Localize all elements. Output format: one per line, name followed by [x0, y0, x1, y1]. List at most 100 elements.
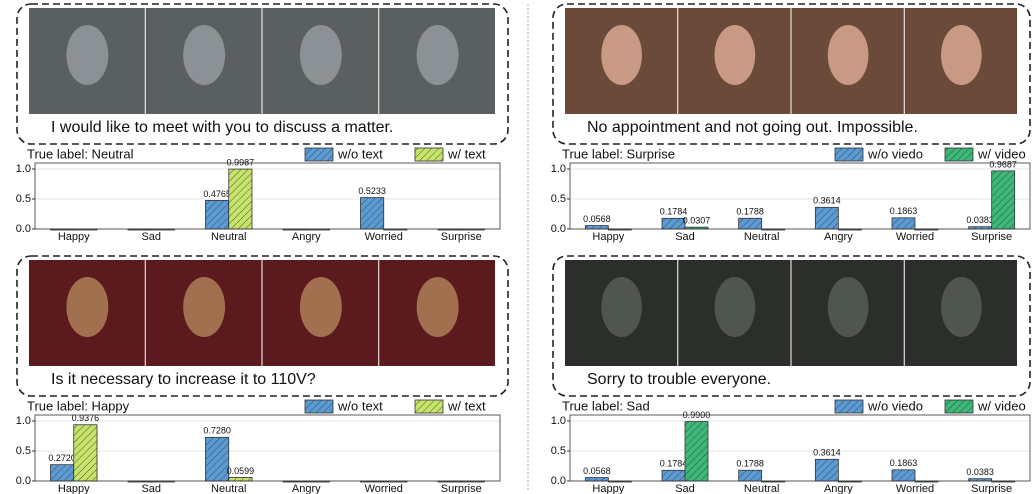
bar	[228, 168, 253, 230]
x-tick-label: Happy	[592, 231, 624, 243]
video-subject	[66, 277, 109, 337]
x-tick-label: Sad	[675, 231, 695, 243]
y-tick-label: 0.5	[16, 193, 31, 205]
x-tick-label: Surprise	[971, 231, 1012, 243]
x-tick-label: Worried	[896, 483, 934, 494]
value-label: 0.7280	[203, 426, 231, 436]
bar	[814, 458, 839, 482]
bar	[73, 424, 98, 482]
y-tick-label: 1.0	[16, 163, 31, 175]
x-tick-label: Sad	[141, 231, 161, 243]
chart-title: True label: Neutral	[27, 146, 134, 161]
value-label: 0.9376	[72, 413, 100, 423]
video-subject	[183, 25, 226, 85]
bar	[661, 469, 686, 482]
bar	[584, 477, 609, 482]
legend-label: w/o text	[337, 146, 383, 161]
value-label: 0.0383	[966, 467, 994, 477]
legend-swatch	[834, 399, 864, 414]
value-label: 0.1784	[660, 459, 688, 469]
legend-label: w/ video	[977, 146, 1026, 161]
chart-title: True label: Sad	[562, 398, 650, 413]
video-subject	[714, 277, 756, 337]
value-label: 0.5233	[358, 186, 386, 196]
y-tick-label: 1.0	[551, 163, 566, 175]
x-tick-label: Angry	[292, 231, 321, 243]
sample-frame	[16, 255, 509, 397]
x-tick-label: Neutral	[744, 231, 779, 243]
value-label: 0.9687	[989, 159, 1017, 169]
legend-label: w/ video	[977, 398, 1026, 413]
value-label: 0.0307	[683, 216, 711, 226]
caption: Is it necessary to increase it to 110V?	[51, 371, 316, 388]
legend-label: w/ text	[447, 146, 486, 161]
y-tick-label: 0.0	[551, 223, 566, 235]
plot-frame	[34, 162, 501, 230]
legend-label: w/ text	[447, 398, 486, 413]
x-tick-label: Angry	[824, 231, 853, 243]
bar	[205, 436, 230, 482]
value-label: 0.1788	[736, 459, 764, 469]
value-label: 0.1784	[660, 207, 688, 217]
bar	[891, 469, 916, 482]
bar	[50, 464, 75, 482]
chart-title: True label: Surprise	[562, 146, 675, 161]
bar	[738, 217, 763, 230]
video-subject	[601, 25, 643, 85]
value-label: 0.1863	[890, 458, 918, 468]
x-tick-label: Worried	[365, 483, 403, 494]
video-subject	[299, 277, 342, 337]
x-tick-label: Worried	[365, 231, 403, 243]
x-tick-label: Surprise	[441, 483, 482, 494]
caption: Sorry to trouble everyone.	[587, 371, 771, 388]
legend-swatch	[414, 147, 444, 162]
value-label: 0.2720	[48, 453, 76, 463]
legend-swatch	[944, 147, 974, 162]
x-tick-label: Surprise	[971, 483, 1012, 494]
value-label: 0.0383	[966, 215, 994, 225]
x-tick-label: Happy	[58, 231, 90, 243]
x-tick-label: Happy	[592, 483, 624, 494]
legend-label: w/o viedo	[867, 398, 923, 413]
y-tick-label: 0.0	[551, 475, 566, 487]
y-tick-label: 1.0	[16, 415, 31, 427]
value-label: 0.3614	[813, 448, 841, 458]
sample-frame	[552, 3, 1031, 145]
video-subject	[416, 25, 459, 85]
y-tick-label: 0.5	[551, 445, 566, 457]
video-subject	[601, 277, 643, 337]
x-tick-label: Neutral	[211, 231, 246, 243]
video-subject	[299, 25, 342, 85]
value-label: 0.0568	[583, 214, 611, 224]
y-tick-label: 0.5	[16, 445, 31, 457]
x-tick-label: Surprise	[441, 231, 482, 243]
video-subject	[714, 25, 756, 85]
value-label: 0.3614	[813, 196, 841, 206]
bar	[684, 421, 709, 482]
x-tick-label: Neutral	[211, 483, 246, 494]
caption: I would like to meet with you to discuss…	[51, 119, 393, 136]
video-subject	[416, 277, 459, 337]
video-subject	[940, 25, 982, 85]
sample-frame	[552, 255, 1031, 397]
video-subject	[183, 277, 226, 337]
bar	[661, 217, 686, 230]
video-subject	[66, 25, 109, 85]
plot-frame	[569, 162, 1031, 230]
caption: No appointment and not going out. Imposs…	[587, 119, 918, 136]
x-tick-label: Angry	[292, 483, 321, 494]
value-label: 0.4765	[203, 189, 231, 199]
legend-swatch	[944, 399, 974, 414]
value-label: 0.0568	[583, 466, 611, 476]
bar	[205, 200, 230, 230]
value-label: 0.1788	[736, 207, 764, 217]
legend-swatch	[304, 399, 334, 414]
video-subject	[940, 277, 982, 337]
x-tick-label: Happy	[58, 483, 90, 494]
x-tick-label: Sad	[675, 483, 695, 494]
sample-frame	[16, 3, 509, 145]
value-label: 0.1863	[890, 206, 918, 216]
legend-swatch	[834, 147, 864, 162]
